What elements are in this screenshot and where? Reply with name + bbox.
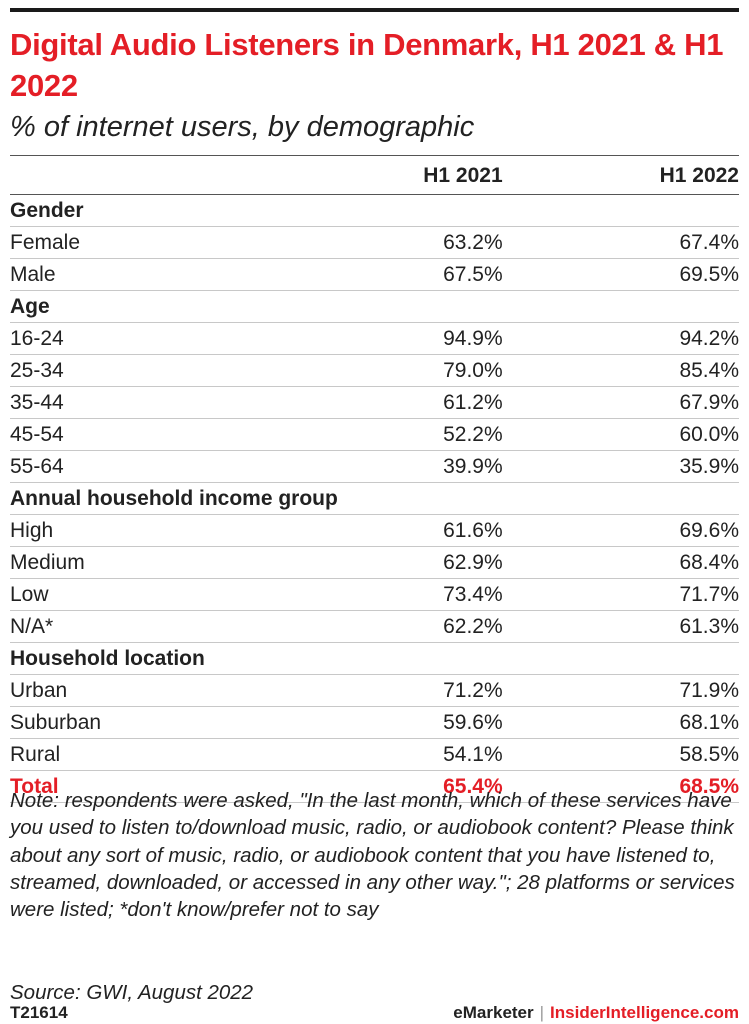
- value-h1-2022: 60.0%: [679, 423, 739, 446]
- table-row: Suburban 59.6% 68.1%: [10, 707, 739, 739]
- chart-source: Source: GWI, August 2022: [10, 981, 254, 1004]
- value-h1-2021: 79.0%: [443, 359, 503, 382]
- row-label: Low: [10, 583, 49, 606]
- value-h1-2022: 67.9%: [679, 391, 739, 414]
- value-h1-2022: 85.4%: [679, 359, 739, 382]
- value-h1-2022: 61.3%: [679, 615, 739, 638]
- value-h1-2021: 61.6%: [443, 519, 503, 542]
- table-row: Male 67.5% 69.5%: [10, 259, 739, 291]
- chart-id: T21614: [10, 1003, 68, 1022]
- value-h1-2022: 35.9%: [679, 455, 739, 478]
- value-h1-2021: 65.4%: [443, 775, 503, 798]
- value-h1-2021: 62.9%: [443, 551, 503, 574]
- column-header-h1-2022: H1 2022: [659, 164, 739, 187]
- row-label: Total: [10, 775, 59, 798]
- row-label: 35-44: [10, 391, 64, 414]
- top-bar: [10, 8, 739, 12]
- value-h1-2021: 52.2%: [443, 423, 503, 446]
- section-row: Household location: [10, 643, 739, 675]
- brand-insiderintelligence: InsiderIntelligence.com: [550, 1003, 739, 1022]
- value-h1-2022: 67.4%: [679, 231, 739, 254]
- row-label: High: [10, 519, 54, 542]
- empty-cell: [338, 483, 503, 515]
- data-table: H1 2021 H1 2022 Gender Female 63.2% 67.4% Ma…: [10, 158, 739, 803]
- table-row: Rural 54.1% 58.5%: [10, 739, 739, 771]
- value-h1-2022: 68.5%: [679, 775, 739, 798]
- table-row: Low 73.4% 71.7%: [10, 579, 739, 611]
- column-header-h1-2021: H1 2021: [423, 164, 503, 187]
- row-label: Medium: [10, 551, 85, 574]
- value-h1-2021: 63.2%: [443, 231, 503, 254]
- chart-subtitle: % of internet users, by demographic: [10, 111, 475, 143]
- section-label: Gender: [10, 199, 84, 222]
- value-h1-2021: 62.2%: [443, 615, 503, 638]
- row-label: 55-64: [10, 455, 64, 478]
- brand-separator: |: [539, 1003, 545, 1022]
- table-body: Gender Female 63.2% 67.4% Male 67.5% 69.5% Age 1…: [10, 195, 739, 803]
- empty-cell: [503, 483, 739, 515]
- footer: T21614 eMarketer | InsiderIntelligence.com: [10, 1003, 739, 1023]
- table-row: Female 63.2% 67.4%: [10, 227, 739, 259]
- value-h1-2021: 61.2%: [443, 391, 503, 414]
- value-h1-2022: 69.5%: [679, 263, 739, 286]
- value-h1-2021: 59.6%: [443, 711, 503, 734]
- row-label: Female: [10, 231, 81, 254]
- empty-cell: [338, 195, 503, 227]
- row-label: Rural: [10, 743, 61, 766]
- value-h1-2022: 69.6%: [679, 519, 739, 542]
- value-h1-2022: 71.7%: [679, 583, 739, 606]
- row-label: Suburban: [10, 711, 102, 734]
- value-h1-2021: 39.9%: [443, 455, 503, 478]
- section-label: Household location: [10, 647, 205, 670]
- empty-cell: [503, 643, 739, 675]
- table-row: Medium 62.9% 68.4%: [10, 547, 739, 579]
- total-row: Total 65.4% 68.5%: [10, 771, 739, 803]
- table-row: 16-24 94.9% 94.2%: [10, 323, 739, 355]
- value-h1-2021: 94.9%: [443, 327, 503, 350]
- table-row: High 61.6% 69.6%: [10, 515, 739, 547]
- header-rule: [10, 155, 739, 156]
- row-label: 45-54: [10, 423, 64, 446]
- table-row: 35-44 61.2% 67.9%: [10, 387, 739, 419]
- empty-cell: [338, 291, 503, 323]
- table-header-row: H1 2021 H1 2022: [10, 158, 739, 195]
- empty-cell: [503, 291, 739, 323]
- table-row: 45-54 52.2% 60.0%: [10, 419, 739, 451]
- value-h1-2021: 73.4%: [443, 583, 503, 606]
- value-h1-2022: 58.5%: [679, 743, 739, 766]
- table-row: 25-34 79.0% 85.4%: [10, 355, 739, 387]
- value-h1-2022: 71.9%: [679, 679, 739, 702]
- row-label: 16-24: [10, 327, 64, 350]
- section-label: Age: [10, 295, 50, 318]
- row-label: Urban: [10, 679, 68, 702]
- footer-brand: eMarketer | InsiderIntelligence.com: [453, 1003, 739, 1023]
- empty-cell: [338, 643, 503, 675]
- value-h1-2021: 67.5%: [443, 263, 503, 286]
- column-header-label: [10, 158, 338, 195]
- section-row: Gender: [10, 195, 739, 227]
- row-label: Male: [10, 263, 56, 286]
- table-row: 55-64 39.9% 35.9%: [10, 451, 739, 483]
- section-row: Age: [10, 291, 739, 323]
- section-row: Annual household income group: [10, 483, 739, 515]
- section-label: Annual household income group: [10, 487, 338, 510]
- value-h1-2021: 71.2%: [443, 679, 503, 702]
- brand-emarketer: eMarketer: [453, 1003, 534, 1022]
- row-label: 25-34: [10, 359, 64, 382]
- value-h1-2021: 54.1%: [443, 743, 503, 766]
- chart-title: Digital Audio Listeners in Denmark, H1 2…: [10, 27, 724, 103]
- value-h1-2022: 68.1%: [679, 711, 739, 734]
- chart-note: Note: respondents were asked, "In the la…: [10, 789, 735, 922]
- value-h1-2022: 94.2%: [679, 327, 739, 350]
- table-row: N/A* 62.2% 61.3%: [10, 611, 739, 643]
- row-label: N/A*: [10, 615, 54, 638]
- table-row: Urban 71.2% 71.9%: [10, 675, 739, 707]
- value-h1-2022: 68.4%: [679, 551, 739, 574]
- empty-cell: [503, 195, 739, 227]
